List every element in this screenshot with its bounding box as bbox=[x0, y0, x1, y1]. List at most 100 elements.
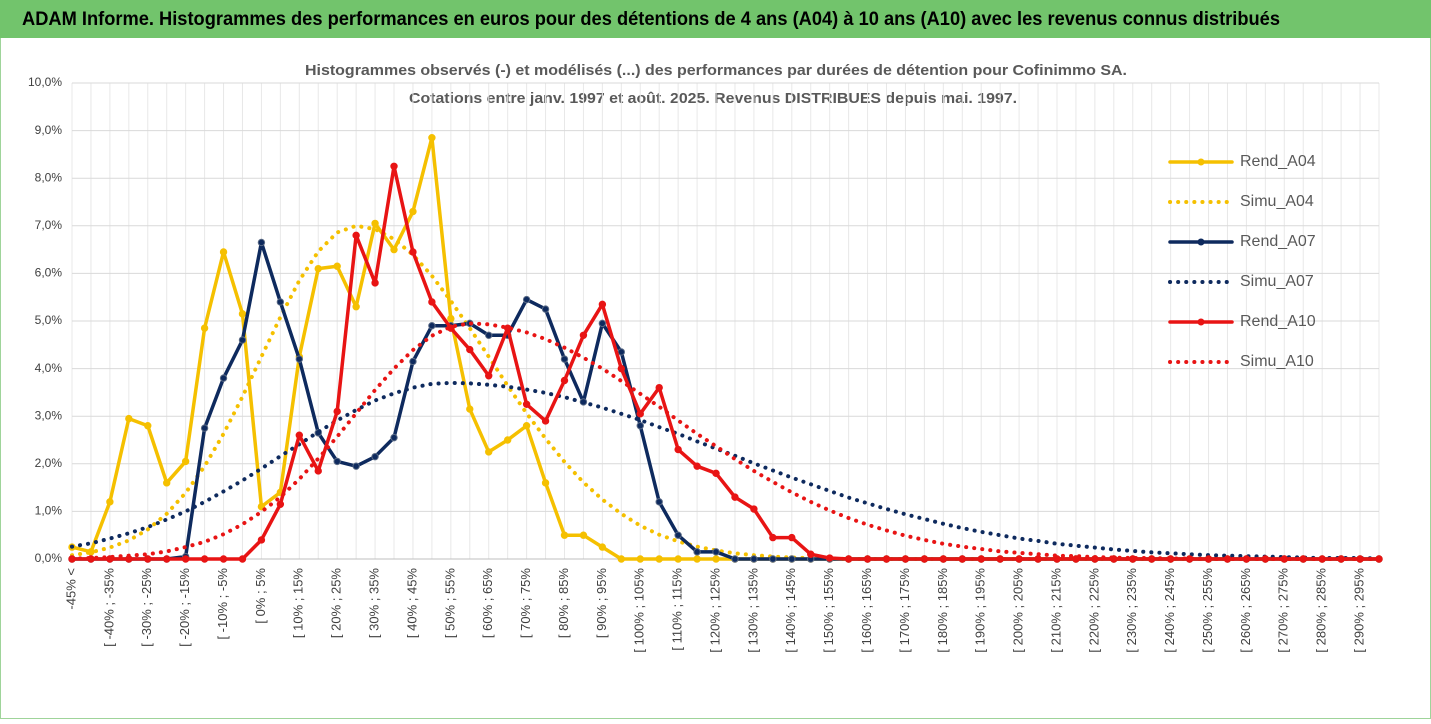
data-point bbox=[181, 555, 190, 563]
x-tick-label: [ 210% ; 215% bbox=[1048, 568, 1063, 653]
x-tick-label: [ 30% ; 35% bbox=[367, 568, 382, 639]
page-title: ADAM Informe. Histogrammes des performan… bbox=[22, 9, 1280, 30]
data-point bbox=[788, 533, 796, 542]
data-point bbox=[125, 414, 133, 423]
data-point bbox=[579, 531, 588, 539]
x-tick-label: [ 10% ; 15% bbox=[291, 568, 306, 639]
x-tick-label: [ 180% ; 185% bbox=[935, 568, 950, 653]
x-tick-label: [ 220% ; 225% bbox=[1086, 568, 1101, 653]
x-tick-label: [ 270% ; 275% bbox=[1276, 568, 1291, 653]
y-tick-label: 1,0% bbox=[35, 504, 63, 518]
series-line bbox=[70, 380, 1381, 561]
x-tick-label: [ 160% ; 165% bbox=[859, 568, 874, 653]
x-tick-label: -45% < bbox=[63, 568, 78, 610]
data-point bbox=[901, 555, 910, 563]
data-point bbox=[844, 555, 853, 563]
data-point bbox=[371, 279, 379, 287]
legend-marker bbox=[1197, 238, 1205, 246]
data-point bbox=[996, 555, 1004, 563]
data-point bbox=[276, 298, 285, 306]
data-point bbox=[712, 555, 720, 563]
chart-subtitle: Cotations entre janv. 1997 et août. 2025… bbox=[409, 90, 1017, 107]
data-point bbox=[409, 207, 417, 216]
x-tick-label: [ -40% ; -35% bbox=[101, 568, 116, 647]
x-tick-label: [ 70% ; 75% bbox=[518, 568, 533, 639]
data-point bbox=[163, 555, 171, 563]
data-point bbox=[825, 554, 834, 562]
x-tick-label: [ 50% ; 55% bbox=[442, 568, 457, 639]
data-point bbox=[560, 355, 569, 363]
data-point bbox=[390, 162, 398, 171]
x-tick-label: [ 290% ; 295% bbox=[1351, 568, 1366, 653]
data-point bbox=[579, 331, 588, 339]
y-tick-label: 7,0% bbox=[35, 218, 63, 232]
data-point bbox=[712, 469, 720, 478]
x-tick-label: [ 80% ; 85% bbox=[556, 568, 571, 639]
data-point bbox=[295, 431, 304, 439]
x-tick-label: [ 90% ; 95% bbox=[594, 568, 609, 639]
x-tick-label: [ -10% ; -5% bbox=[215, 568, 230, 640]
data-point bbox=[522, 400, 531, 408]
data-point bbox=[428, 298, 436, 306]
x-tick-label: [ 20% ; 25% bbox=[329, 568, 344, 639]
x-tick-label: [ 250% ; 255% bbox=[1200, 568, 1215, 653]
data-point bbox=[541, 305, 550, 313]
data-point bbox=[958, 555, 966, 563]
y-tick-label: 3,0% bbox=[35, 408, 63, 422]
data-point bbox=[541, 417, 550, 425]
x-tick-label: [ 100% ; 105% bbox=[632, 568, 647, 653]
data-point bbox=[200, 424, 209, 432]
data-point bbox=[219, 374, 228, 382]
y-tick-label: 8,0% bbox=[35, 170, 63, 184]
legend-label: Simu_A10 bbox=[1240, 353, 1314, 370]
y-tick-label: 2,0% bbox=[35, 456, 63, 470]
data-point bbox=[200, 324, 209, 332]
data-point bbox=[371, 219, 379, 228]
data-point bbox=[1015, 555, 1023, 563]
y-tick-label: 9,0% bbox=[35, 123, 63, 137]
data-point bbox=[371, 452, 379, 461]
x-tick-label: [ 0% ; 5% bbox=[253, 568, 268, 624]
data-point bbox=[693, 548, 701, 556]
data-point bbox=[503, 436, 512, 444]
data-point bbox=[144, 555, 152, 563]
title-bar bbox=[0, 0, 1431, 38]
data-point bbox=[882, 555, 891, 563]
data-point bbox=[731, 493, 739, 501]
data-point bbox=[598, 543, 607, 551]
legend-label: Rend_A07 bbox=[1240, 233, 1316, 250]
data-point bbox=[219, 555, 228, 563]
data-point bbox=[257, 536, 266, 544]
data-point bbox=[522, 295, 531, 304]
data-point bbox=[485, 331, 493, 339]
series-line bbox=[70, 321, 1381, 561]
x-tick-label: [ 150% ; 155% bbox=[821, 568, 836, 653]
data-point bbox=[655, 555, 663, 563]
x-tick-label: [ 200% ; 205% bbox=[1011, 568, 1026, 653]
data-point bbox=[409, 248, 417, 256]
data-point bbox=[712, 548, 720, 556]
legend-marker bbox=[1197, 318, 1205, 326]
x-tick-label: [ 230% ; 235% bbox=[1124, 568, 1139, 653]
data-point bbox=[636, 555, 644, 563]
legend-label: Simu_A04 bbox=[1240, 193, 1314, 210]
data-point bbox=[560, 376, 569, 385]
data-point bbox=[522, 422, 531, 430]
data-point bbox=[409, 357, 417, 366]
x-tick-label: [ 260% ; 265% bbox=[1238, 568, 1253, 653]
x-tick-label: [ 170% ; 175% bbox=[897, 568, 912, 653]
data-point bbox=[314, 264, 322, 273]
data-point bbox=[655, 498, 663, 506]
data-point bbox=[939, 555, 948, 563]
data-point bbox=[352, 231, 360, 240]
data-point bbox=[295, 355, 304, 363]
data-point bbox=[447, 314, 455, 323]
data-point bbox=[977, 555, 985, 563]
x-tick-label: [ 40% ; 45% bbox=[404, 568, 419, 639]
data-point bbox=[485, 448, 493, 456]
data-point bbox=[693, 555, 701, 563]
data-point bbox=[257, 238, 266, 247]
x-tick-label: [ 140% ; 145% bbox=[783, 568, 798, 653]
data-point bbox=[598, 319, 607, 328]
y-tick-label: 0,0% bbox=[35, 551, 63, 565]
